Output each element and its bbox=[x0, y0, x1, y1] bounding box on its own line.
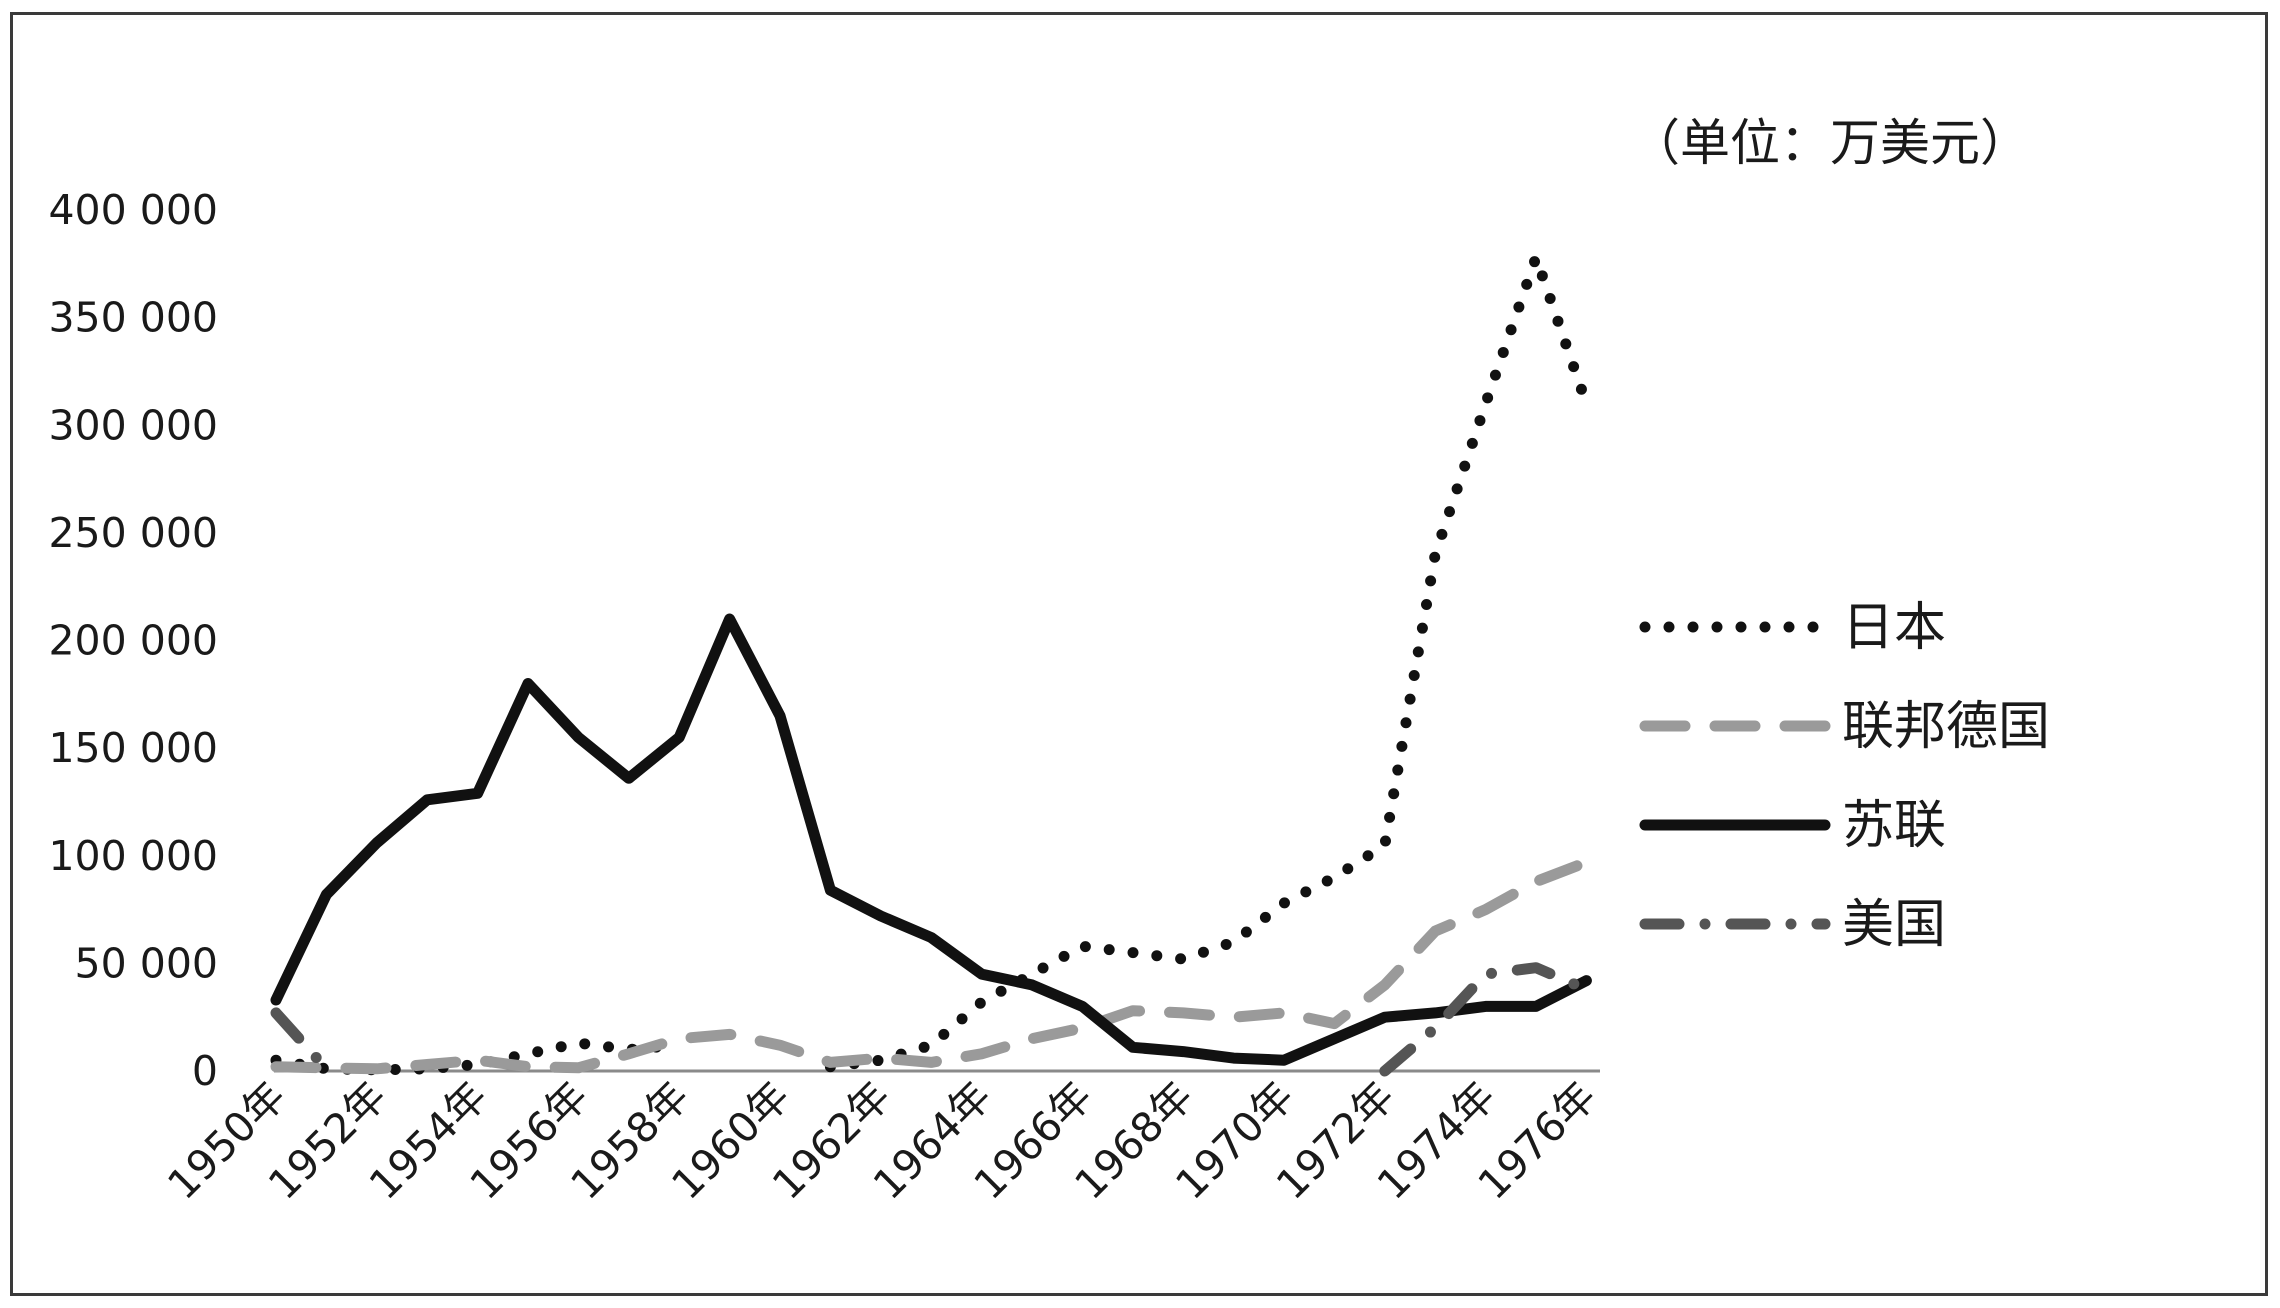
series-line-3 bbox=[270, 1007, 332, 1075]
y-tick-label: 200 000 bbox=[48, 617, 218, 665]
x-axis-tick-labels: 1950年1952年1954年1956年1958年1960年1962年1964年… bbox=[158, 1072, 1605, 1209]
legend-label: 苏联 bbox=[1842, 796, 1946, 856]
y-tick-label: 300 000 bbox=[48, 401, 218, 449]
series-line-2 bbox=[270, 613, 1592, 1066]
legend-label: 美国 bbox=[1842, 895, 1946, 955]
series-line-3 bbox=[1379, 962, 1592, 1077]
legend-label: 联邦德国 bbox=[1842, 697, 2050, 757]
chart-frame bbox=[10, 12, 2268, 1296]
y-tick-label: 150 000 bbox=[48, 724, 218, 772]
unit-label: （单位：万美元） bbox=[1630, 114, 2030, 172]
series-line-0 bbox=[824, 251, 1592, 1073]
series-line-1 bbox=[270, 856, 1592, 1075]
y-tick-label: 350 000 bbox=[48, 294, 218, 342]
series-lines bbox=[270, 251, 1592, 1077]
y-tick-label: 100 000 bbox=[48, 832, 218, 880]
y-tick-label: 400 000 bbox=[48, 186, 218, 234]
legend-label: 日本 bbox=[1842, 598, 1946, 658]
y-tick-label: 0 bbox=[192, 1047, 218, 1095]
y-tick-label: 250 000 bbox=[48, 509, 218, 557]
y-tick-label: 50 000 bbox=[75, 939, 218, 987]
y-axis-tick-labels: 0 50 000 100 000 150 000 200 000 250 000 300 0… bbox=[48, 186, 218, 1095]
